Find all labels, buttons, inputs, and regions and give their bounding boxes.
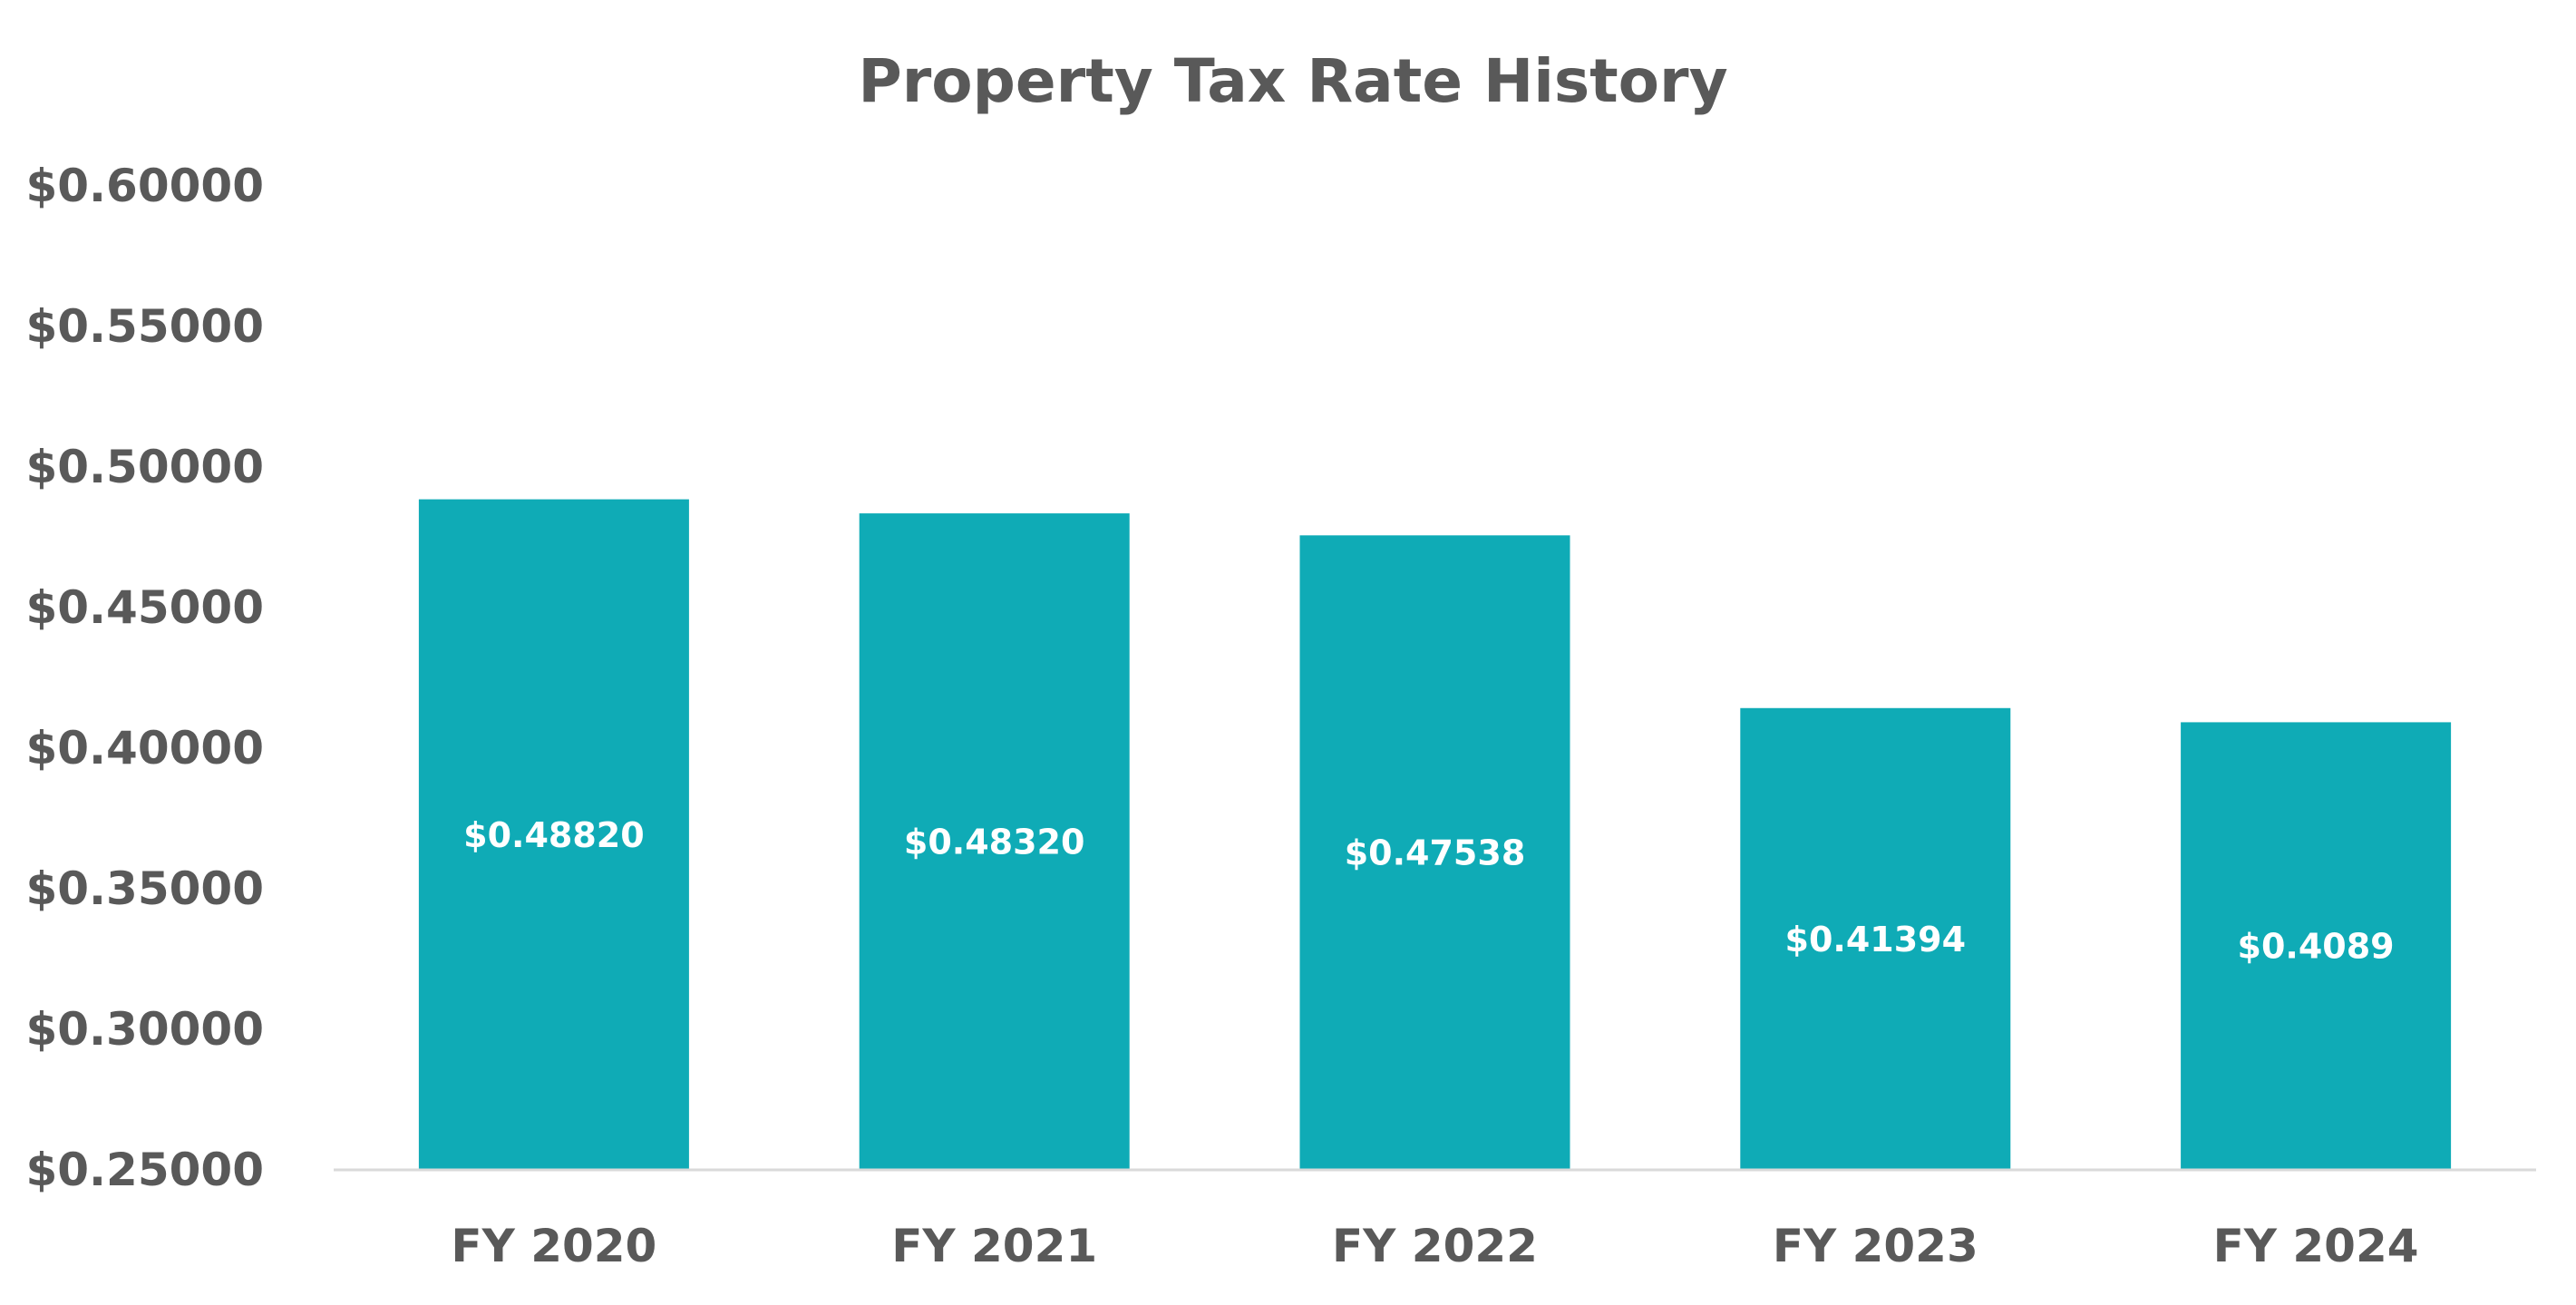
y-axis: $0.25000 $0.30000 $0.35000 $0.40000 $0.45000… <box>25 160 264 1196</box>
chart-title: Property Tax Rate History <box>858 46 1727 116</box>
y-tick-label: $0.50000 <box>25 441 264 493</box>
data-label: $0.4089 <box>2238 927 2395 967</box>
y-tick-label: $0.40000 <box>25 722 264 774</box>
data-label: $0.41394 <box>1785 920 1967 959</box>
data-label: $0.48820 <box>463 815 645 855</box>
data-label: $0.48320 <box>904 823 1085 862</box>
x-tick-label: FY 2021 <box>891 1220 1097 1272</box>
y-tick-label: $0.30000 <box>25 1003 264 1056</box>
bar <box>1299 535 1570 1169</box>
bar <box>1740 707 2011 1169</box>
x-tick-label: FY 2020 <box>451 1220 656 1272</box>
bar <box>859 513 1130 1169</box>
bar <box>2181 722 2452 1169</box>
x-axis: FY 2020 FY 2021 FY 2022 FY 2023 FY 2024 <box>451 1220 2418 1272</box>
x-tick-label: FY 2023 <box>1773 1220 1978 1272</box>
data-label: $0.47538 <box>1345 833 1526 873</box>
x-tick-label: FY 2024 <box>2213 1220 2419 1272</box>
y-tick-label: $0.55000 <box>25 300 264 353</box>
bar <box>418 499 689 1169</box>
x-tick-label: FY 2022 <box>1332 1220 1538 1272</box>
y-tick-label: $0.45000 <box>25 581 264 634</box>
y-tick-label: $0.60000 <box>25 160 264 212</box>
bars: $0.48820 $0.48320 $0.47538 $0.41394 $0.4089 <box>418 499 2452 1169</box>
y-tick-label: $0.25000 <box>25 1144 264 1196</box>
y-tick-label: $0.35000 <box>25 862 264 915</box>
